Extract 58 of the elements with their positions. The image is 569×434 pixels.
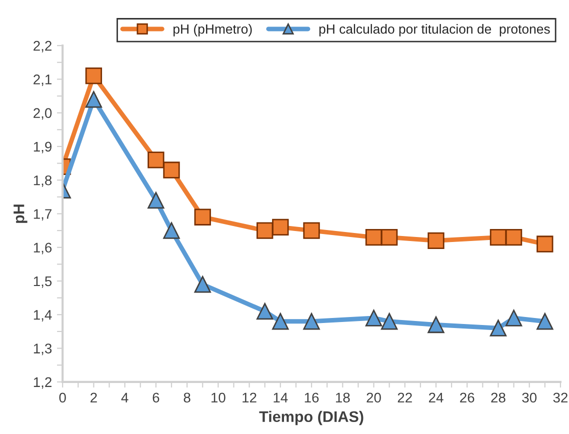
point bbox=[194, 276, 211, 293]
x-tick-label: 0 bbox=[59, 392, 66, 403]
point bbox=[272, 313, 289, 330]
point bbox=[148, 192, 164, 209]
y-tick-label: 1,8 bbox=[34, 175, 52, 187]
x-tick-label: 4 bbox=[121, 392, 128, 402]
y-tick-label: 1,7 bbox=[34, 209, 52, 221]
point bbox=[380, 313, 398, 330]
point bbox=[365, 310, 382, 326]
x-tick-label: 18 bbox=[336, 392, 350, 403]
point bbox=[505, 228, 522, 246]
y-tick-label: 1,3 bbox=[34, 344, 52, 356]
x-tick-label: 28 bbox=[491, 392, 506, 403]
y-tick-label: 1,9 bbox=[34, 142, 52, 154]
y-tick-label: 2,2 bbox=[34, 40, 52, 52]
x-tick-label: 12 bbox=[242, 392, 256, 402]
point bbox=[428, 232, 444, 249]
x-axis-title: Tiempo (DIAS) bbox=[259, 410, 364, 426]
y-tick-label: 2,1 bbox=[34, 74, 52, 86]
point bbox=[303, 222, 320, 239]
x-tick-label: 26 bbox=[460, 392, 474, 403]
point bbox=[536, 236, 554, 252]
y-tick-label: 2,0 bbox=[34, 108, 52, 120]
x-tick-label: 2 bbox=[90, 392, 97, 402]
point bbox=[272, 218, 289, 236]
x-tick-label: 8 bbox=[184, 392, 190, 403]
x-tick-label: 16 bbox=[304, 392, 319, 403]
point bbox=[303, 313, 320, 330]
point bbox=[428, 316, 444, 334]
legend-label: pH (pHmetro) bbox=[174, 24, 252, 36]
point bbox=[380, 228, 398, 246]
point bbox=[256, 222, 274, 239]
legend-label: pH calculado por titulacion de protones bbox=[319, 24, 550, 36]
point bbox=[194, 208, 211, 226]
x-tick-label: 30 bbox=[522, 392, 537, 403]
point bbox=[85, 68, 102, 84]
y-axis-title: pH bbox=[14, 204, 28, 223]
point bbox=[505, 310, 522, 326]
y-tick-label: 1,5 bbox=[34, 276, 52, 288]
y-tick-label: 1,2 bbox=[34, 377, 52, 389]
x-tick-label: 24 bbox=[428, 392, 444, 402]
y-tick-label: 1,4 bbox=[34, 310, 52, 322]
x-tick-label: 6 bbox=[152, 392, 160, 403]
point bbox=[148, 152, 164, 168]
point bbox=[490, 320, 507, 336]
x-tick-label: 20 bbox=[366, 392, 381, 403]
x-tick-label: 32 bbox=[553, 392, 568, 403]
point bbox=[85, 91, 102, 108]
point bbox=[163, 222, 180, 239]
point bbox=[365, 228, 382, 246]
point bbox=[163, 162, 180, 178]
point bbox=[536, 313, 554, 330]
x-tick-label: 14 bbox=[274, 392, 288, 402]
y-tick-label: 1,6 bbox=[34, 242, 52, 254]
point bbox=[490, 228, 507, 246]
x-tick-label: 10 bbox=[212, 392, 226, 403]
x-tick-label: 22 bbox=[398, 392, 412, 402]
point bbox=[256, 302, 274, 320]
